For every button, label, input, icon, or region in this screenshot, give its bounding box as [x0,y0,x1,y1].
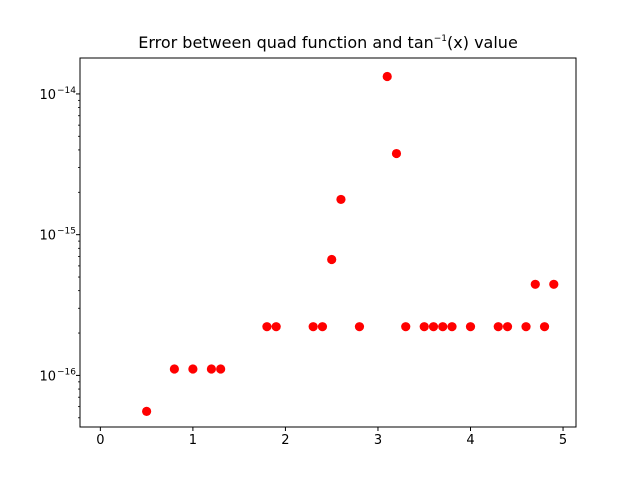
data-point [206,364,217,374]
x-tick-label: 1 [189,433,197,448]
chart-title-suffix: (x) value [447,33,518,52]
y-tick-exponent: −15 [57,227,76,237]
data-point [539,322,550,332]
chart-title: Error between quad function and tan−1(x)… [138,33,518,52]
y-tick-base: 10 [39,229,56,244]
data-point [262,322,272,332]
y-tick-exponent: −16 [57,367,76,377]
data-point [447,322,457,332]
y-tick-label: 10 [39,369,56,384]
x-tick-label: 3 [374,433,382,448]
data-point [336,194,346,205]
data-point [419,322,429,332]
data-point [354,322,365,332]
y-tick-label: 10 [39,229,56,244]
y-tick-base: 10 [39,369,56,384]
data-point [438,322,448,332]
data-point [327,254,337,265]
x-tick-label: 0 [96,433,104,448]
data-point [216,364,226,374]
data-point [521,322,531,332]
data-point [391,148,402,159]
chart-title-superscript: −1 [434,34,447,44]
data-point [493,322,503,332]
data-point [502,322,513,332]
x-tick-label: 5 [559,433,567,448]
data-point [401,322,411,332]
data-point [271,322,281,332]
x-axis: 0 1 2 3 4 5 [96,427,567,448]
data-point [428,322,439,332]
x-tick-label: 2 [281,433,289,448]
y-tick-label: 10 [39,88,56,103]
y-tick-base: 10 [39,88,56,103]
plot-area [142,71,559,417]
data-point [188,364,198,374]
data-point [549,279,559,289]
y-tick-exponent: −14 [57,86,76,96]
axes-frame [79,57,577,428]
chart-title-main: Error between quad function and tan [138,33,434,52]
data-point [169,364,179,374]
data-point [142,406,152,417]
data-point [317,322,328,332]
data-point [308,322,318,332]
data-point [465,322,476,332]
data-point [530,279,540,289]
data-point [382,71,392,82]
x-tick-label: 4 [466,433,474,448]
